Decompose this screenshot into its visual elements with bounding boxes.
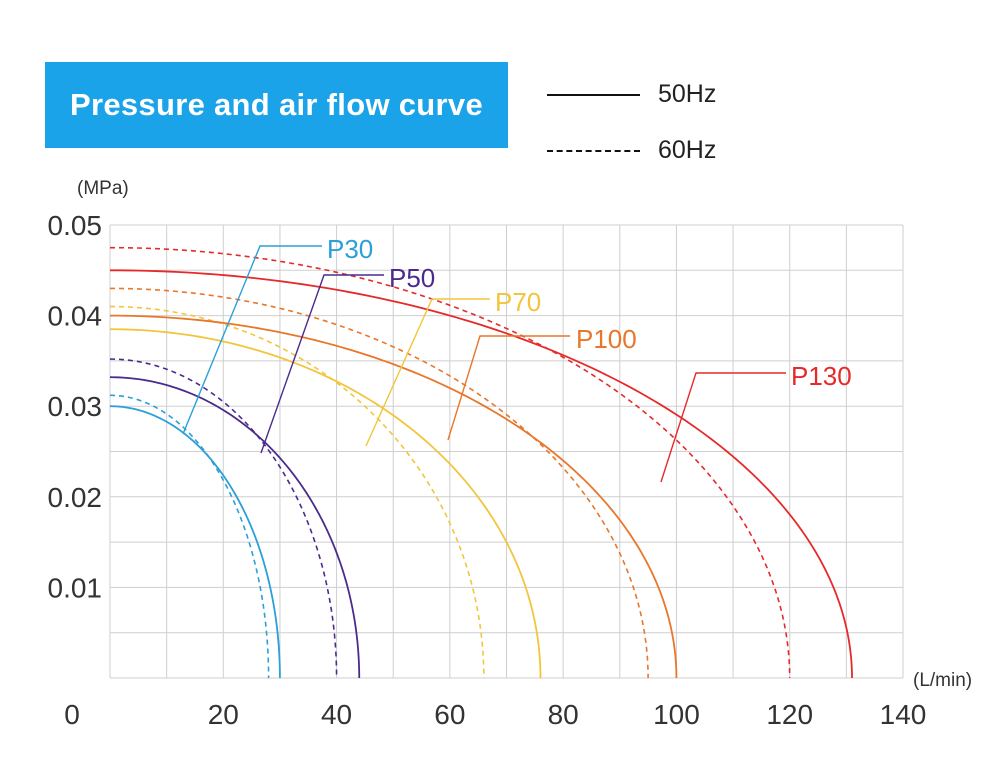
x-axis-label: (L/min) bbox=[913, 670, 972, 691]
p70-60hz-line bbox=[109, 305, 485, 679]
y-tick-label: 0.04 bbox=[48, 301, 103, 332]
x-tick-label: 0 bbox=[64, 699, 80, 730]
x-tick-label: 20 bbox=[208, 699, 239, 730]
p50-60hz-line bbox=[109, 358, 338, 679]
x-tick-label: 140 bbox=[880, 699, 927, 730]
p100-label: P100 bbox=[576, 324, 637, 354]
p100-callout-line bbox=[447, 335, 570, 441]
legend-solid-line bbox=[547, 94, 640, 96]
x-tick-label: 40 bbox=[321, 699, 352, 730]
p50-label: P50 bbox=[389, 263, 435, 293]
chart-title-banner: Pressure and air flow curve bbox=[45, 62, 508, 148]
p130-60hz-line bbox=[109, 246, 791, 679]
p130-callout-line bbox=[660, 372, 786, 483]
p30-callout-line bbox=[182, 245, 322, 435]
p30-50hz-line bbox=[109, 405, 281, 679]
p30-60hz-line bbox=[109, 394, 270, 679]
y-tick-label: 0.05 bbox=[48, 210, 103, 241]
y-tick-label: 0.01 bbox=[48, 572, 103, 603]
p130-50hz-line bbox=[109, 269, 853, 679]
y-axis-label: (MPa) bbox=[77, 178, 129, 199]
p100-50hz-line bbox=[109, 314, 678, 679]
y-tick-label: 0.02 bbox=[48, 482, 103, 513]
y-tick-label: 0.03 bbox=[48, 391, 103, 422]
x-tick-label: 80 bbox=[548, 699, 579, 730]
x-tick-label: 100 bbox=[653, 699, 700, 730]
p70-callout-line bbox=[365, 298, 490, 447]
p130-label: P130 bbox=[791, 361, 852, 391]
x-tick-label: 60 bbox=[434, 699, 465, 730]
chart-title: Pressure and air flow curve bbox=[70, 87, 483, 122]
legend-dashed-line bbox=[547, 150, 640, 152]
p50-50hz-line bbox=[109, 376, 361, 679]
p100-60hz-line bbox=[109, 287, 649, 679]
p70-50hz-line bbox=[109, 328, 542, 679]
p70-label: P70 bbox=[495, 287, 541, 317]
x-tick-label: 120 bbox=[766, 699, 813, 730]
legend-50hz-label: 50Hz bbox=[658, 80, 717, 108]
p50-callout-line bbox=[260, 274, 384, 454]
p30-label: P30 bbox=[327, 234, 373, 264]
legend-60hz-label: 60Hz bbox=[658, 136, 717, 164]
